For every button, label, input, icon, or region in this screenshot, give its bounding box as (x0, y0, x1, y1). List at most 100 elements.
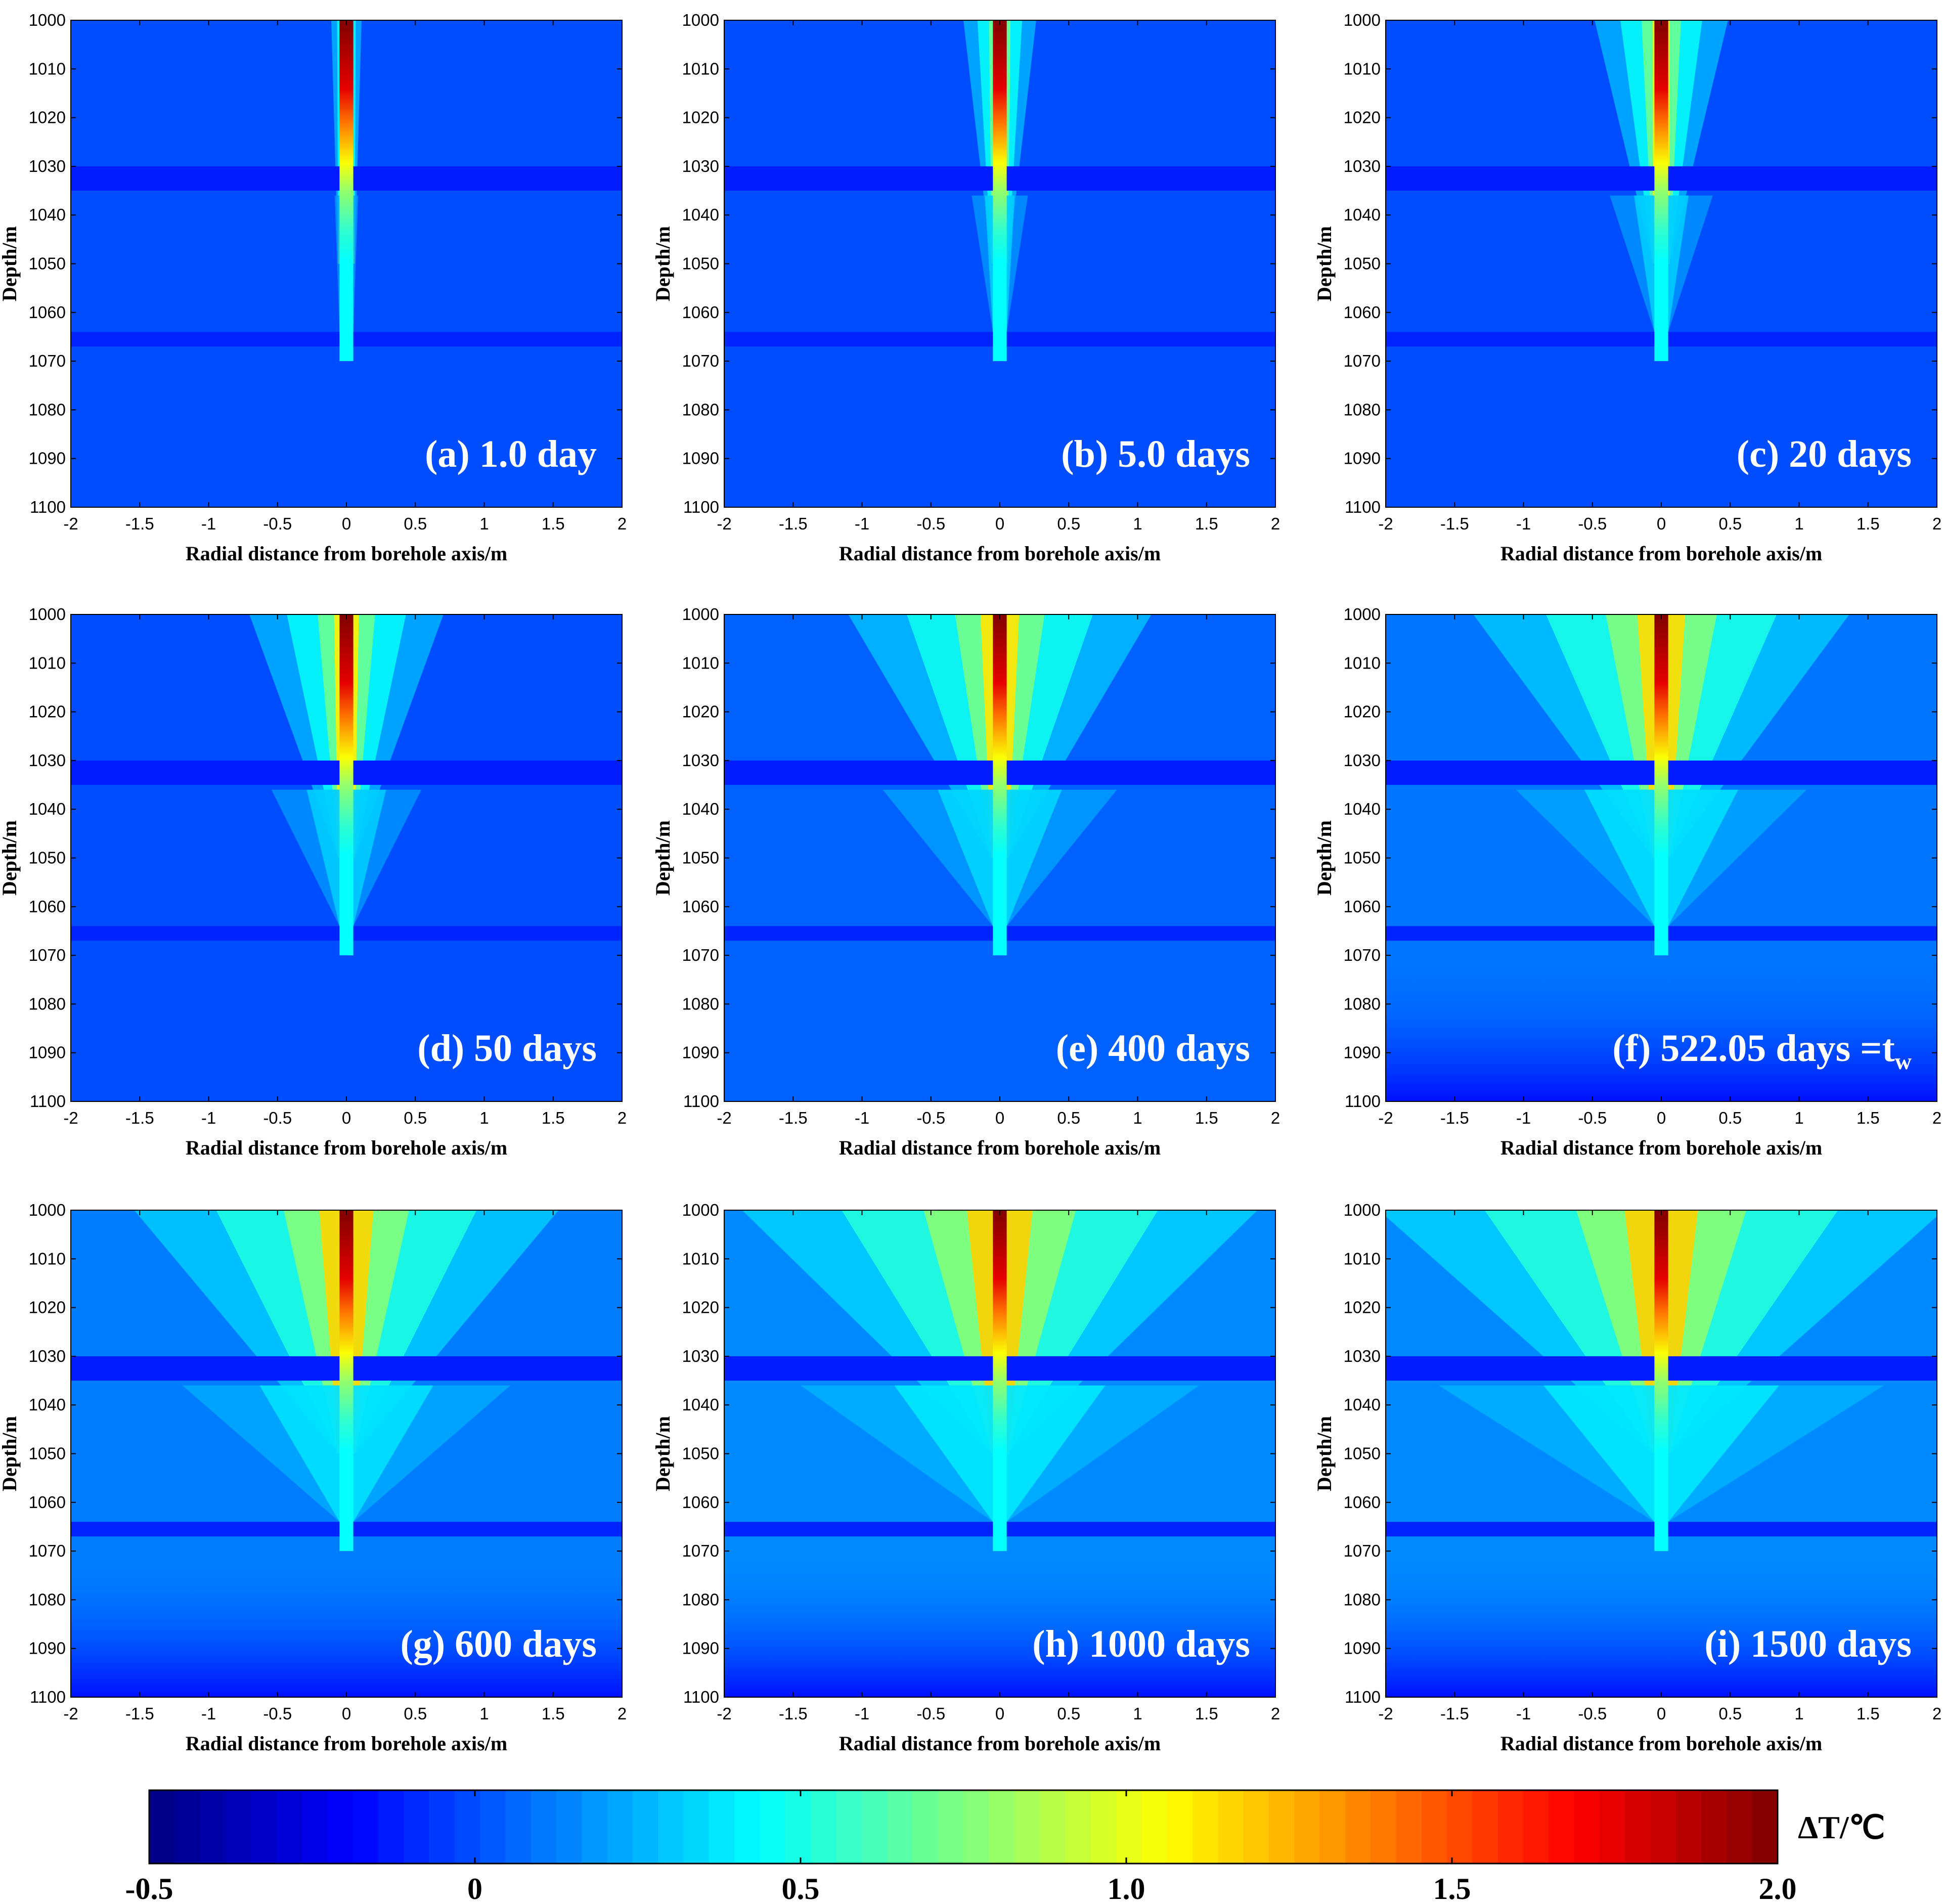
x-tick-label: -1.5 (125, 1109, 154, 1127)
y-tick-label: 1000 (29, 11, 66, 29)
x-tick-label: -2 (717, 1109, 731, 1127)
y-tick-label: 1000 (682, 605, 719, 624)
y-tick-label: 1030 (29, 157, 66, 175)
y-tick-label: 1100 (1345, 1092, 1381, 1111)
colorbar-tick-label: -0.5 (125, 1872, 173, 1904)
borehole-core (993, 614, 1007, 956)
colorbar-segment (327, 1790, 354, 1864)
colorbar-segment (1625, 1790, 1651, 1864)
panel-title: (c) 20 days (1737, 433, 1912, 475)
temperature-field (71, 614, 622, 1101)
panel-title: (g) 600 days (401, 1623, 597, 1665)
x-tick-label: 1.5 (542, 514, 565, 533)
panel-title: (d) 50 days (417, 1027, 597, 1070)
colorbar-segment (1675, 1790, 1702, 1864)
x-tick-label: 0 (342, 1109, 351, 1127)
borehole-core (1654, 614, 1668, 956)
lower-cool-zone (724, 1551, 1275, 1697)
x-tick-label: 0.5 (1057, 1109, 1080, 1127)
x-tick-label: 2 (1271, 514, 1280, 533)
y-tick-label: 1060 (29, 1493, 66, 1512)
colorbar-segment (1116, 1790, 1142, 1864)
x-tick-label: 0.5 (404, 514, 427, 533)
x-axis-label: Radial distance from borehole axis/m (839, 1136, 1161, 1159)
borehole-core (339, 1210, 354, 1552)
x-tick-label: 2 (1271, 1109, 1280, 1127)
y-tick-label: 1030 (1344, 1347, 1381, 1365)
y-axis-label: Depth/m (651, 820, 674, 896)
y-tick-label: 1070 (682, 946, 719, 964)
y-tick-label: 1090 (1344, 1639, 1381, 1658)
x-tick-label: 1.5 (1195, 514, 1218, 533)
colorbar-tick-label: 0 (467, 1872, 482, 1904)
x-axis-label: Radial distance from borehole axis/m (839, 1732, 1161, 1755)
x-tick-label: -0.5 (1578, 514, 1607, 533)
x-tick-label: -0.5 (263, 514, 292, 533)
colorbar-segment (174, 1790, 201, 1864)
x-tick-label: 0 (1657, 1109, 1666, 1127)
x-tick-label: -1.5 (779, 1109, 808, 1127)
colorbar-segment (1294, 1790, 1320, 1864)
colorbar-segment (1574, 1790, 1600, 1864)
y-tick-label: 1000 (1344, 11, 1381, 29)
colorbar-segment (1192, 1790, 1219, 1864)
y-tick-label: 1030 (682, 1347, 719, 1365)
y-tick-label: 1080 (1344, 994, 1381, 1013)
x-tick-label: -1 (1516, 1704, 1531, 1723)
colorbar: -0.5 0 0.5 1.0 1.5 2.0ΔT/℃ (125, 1789, 1885, 1904)
panel-e: -2 -1.5 -1 -0.5 0 0.5 1 1.5 2 1000 1010 1020 1030 104… (651, 605, 1280, 1159)
colorbar-segment (1345, 1790, 1371, 1864)
y-tick-label: 1030 (29, 751, 66, 770)
colorbar-segment (200, 1790, 226, 1864)
y-tick-label: 1100 (683, 1688, 719, 1706)
colorbar-segment (683, 1790, 710, 1864)
x-tick-label: 0 (342, 1704, 351, 1723)
y-tick-label: 1080 (682, 400, 719, 419)
y-tick-label: 1000 (682, 11, 719, 29)
x-tick-label: 1 (1794, 1704, 1803, 1723)
x-tick-label: 0.5 (1057, 514, 1080, 533)
y-tick-label: 1030 (682, 157, 719, 175)
y-tick-label: 1060 (1344, 897, 1381, 916)
x-tick-label: -1.5 (779, 514, 808, 533)
y-tick-label: 1070 (29, 1541, 66, 1560)
x-tick-label: 1.5 (1857, 1109, 1880, 1127)
colorbar-segment (1752, 1790, 1778, 1864)
colorbar-segment (1039, 1790, 1066, 1864)
x-axis-label: Radial distance from borehole axis/m (1500, 1136, 1822, 1159)
colorbar-segment (1218, 1790, 1244, 1864)
panel-title: (f) 522.05 days =tw (1612, 1027, 1912, 1074)
y-tick-label: 1070 (1344, 1541, 1381, 1560)
y-tick-label: 1100 (683, 498, 719, 516)
x-tick-label: -2 (63, 514, 78, 533)
x-tick-label: 0.5 (404, 1109, 427, 1127)
colorbar-segment (1549, 1790, 1575, 1864)
x-tick-label: 1.5 (1195, 1109, 1218, 1127)
y-tick-label: 1100 (30, 1092, 66, 1111)
colorbar-segment (301, 1790, 328, 1864)
y-tick-label: 1040 (29, 800, 66, 818)
x-tick-label: 2 (617, 514, 627, 533)
y-tick-label: 1040 (1344, 205, 1381, 224)
colorbar-segment (1371, 1790, 1397, 1864)
x-tick-label: -1.5 (125, 1704, 154, 1723)
y-tick-label: 1080 (682, 994, 719, 1013)
x-tick-label: -0.5 (916, 514, 945, 533)
y-axis-label: Depth/m (0, 1416, 21, 1491)
colorbar-segment (1396, 1790, 1422, 1864)
colorbar-segment (734, 1790, 761, 1864)
x-tick-label: 2 (1932, 514, 1941, 533)
colorbar-segment (912, 1790, 939, 1864)
y-tick-label: 1050 (1344, 1444, 1381, 1463)
panel-a: -2 -1.5 -1 -0.5 0 0.5 1 1.5 2 1000 1010 1020 1030 104… (0, 11, 627, 565)
borehole-core (993, 1210, 1007, 1552)
temperature-field (724, 1210, 1275, 1697)
x-tick-label: -1 (855, 1704, 869, 1723)
colorbar-segment (1243, 1790, 1269, 1864)
y-tick-label: 1000 (29, 605, 66, 624)
y-tick-label: 1090 (682, 1043, 719, 1062)
y-tick-label: 1070 (1344, 351, 1381, 370)
x-tick-label: 0 (342, 514, 351, 533)
x-tick-label: 0.5 (1057, 1704, 1080, 1723)
x-tick-label: -2 (717, 514, 731, 533)
